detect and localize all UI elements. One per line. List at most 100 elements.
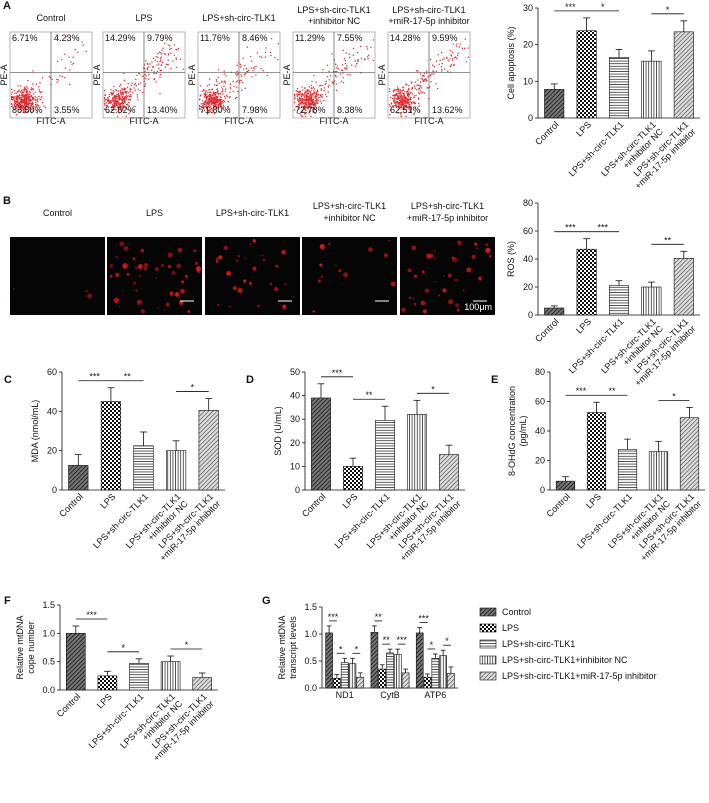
event-dot: [307, 106, 310, 109]
event-dot: [125, 97, 127, 99]
event-dot: [25, 89, 27, 91]
event-dot: [422, 91, 424, 93]
event-dot: [148, 66, 150, 68]
event-dot: [306, 97, 308, 99]
event-dot: [450, 64, 453, 66]
y-tick-label: 0: [295, 485, 300, 495]
event-dot: [245, 72, 247, 75]
event-dot: [392, 94, 394, 97]
event-dot: [221, 102, 223, 104]
event-dot: [36, 100, 39, 102]
event-dot: [32, 110, 34, 112]
event-dot: [422, 80, 424, 83]
event-dot: [199, 85, 202, 87]
event-dot: [24, 98, 26, 101]
event-dot: [250, 60, 253, 62]
event-dot: [312, 86, 315, 88]
event-dot: [139, 82, 141, 84]
event-dot: [64, 77, 66, 79]
event-dot: [133, 87, 135, 89]
event-dot: [31, 99, 34, 101]
fluorescent-spot: [143, 263, 149, 268]
event-dot: [439, 59, 441, 61]
event-dot: [277, 43, 280, 45]
event-dot: [317, 99, 320, 101]
significance-label: *: [445, 636, 449, 646]
event-dot: [456, 43, 458, 45]
event-dot: [209, 95, 211, 97]
event-dot: [309, 94, 312, 96]
event-dot: [209, 93, 211, 96]
event-dot: [76, 51, 79, 53]
event-dot: [340, 80, 343, 83]
fluorescent-spot: [485, 247, 491, 253]
event-dot: [36, 103, 38, 106]
event-dot: [392, 105, 394, 108]
event-dot: [217, 108, 219, 110]
event-dot: [304, 96, 306, 99]
event-dot: [108, 93, 111, 96]
event-dot: [402, 108, 404, 111]
fluorescent-spot: [174, 292, 180, 297]
event-dot: [366, 48, 369, 50]
event-dot: [451, 51, 454, 54]
event-dot: [202, 104, 204, 107]
event-dot: [321, 84, 323, 87]
event-dot: [159, 76, 161, 78]
event-dot: [20, 106, 23, 108]
axis-label: FITC-A: [37, 116, 66, 126]
significance-label: **: [608, 386, 616, 396]
legend-label: LPS+sh-circ-TLK1+miR-17-5p inhibitor: [502, 671, 657, 681]
event-dot: [14, 92, 16, 94]
event-dot: [410, 101, 413, 104]
quadrant-percent: 7.98%: [242, 105, 268, 115]
event-dot: [213, 96, 215, 99]
event-dot: [248, 69, 250, 72]
event-dot: [162, 47, 164, 49]
event-dot: [399, 99, 401, 102]
event-dot: [394, 88, 396, 91]
event-dot: [329, 75, 332, 77]
event-dot: [334, 80, 336, 82]
significance-label: ***: [565, 223, 576, 233]
event-dot: [41, 91, 43, 93]
event-dot: [113, 95, 116, 97]
event-dot: [313, 111, 315, 113]
image-title: LPS+sh-circ-TLK1: [411, 201, 484, 211]
event-dot: [407, 98, 409, 100]
event-dot: [397, 108, 400, 111]
event-dot: [312, 90, 315, 92]
bar: [641, 286, 662, 316]
fluorescent-spot: [485, 243, 489, 247]
event-dot: [261, 56, 263, 59]
fluorescent-spot: [133, 281, 136, 285]
event-dot: [308, 86, 311, 88]
event-dot: [116, 101, 118, 104]
event-dot: [56, 60, 59, 63]
event-dot: [19, 111, 22, 113]
event-dot: [437, 54, 439, 56]
event-dot: [131, 91, 134, 94]
event-dot: [26, 110, 29, 113]
event-dot: [467, 47, 470, 49]
error-bar: [624, 438, 631, 450]
event-dot: [212, 106, 215, 109]
event-dot: [10, 105, 13, 108]
event-dot: [159, 57, 162, 59]
event-dot: [17, 90, 20, 93]
event-dot: [137, 83, 140, 85]
event-dot: [27, 106, 29, 109]
event-dot: [72, 56, 74, 59]
event-dot: [35, 106, 38, 108]
event-dot: [207, 100, 209, 102]
event-dot: [224, 95, 226, 98]
event-dot: [410, 98, 412, 101]
event-dot: [144, 85, 146, 87]
event-dot: [117, 97, 120, 100]
event-dot: [24, 106, 26, 108]
event-dot: [32, 89, 34, 91]
event-dot: [203, 93, 205, 95]
event-dot: [207, 91, 209, 94]
event-dot: [208, 78, 211, 80]
fluorescent-spot: [228, 305, 231, 308]
